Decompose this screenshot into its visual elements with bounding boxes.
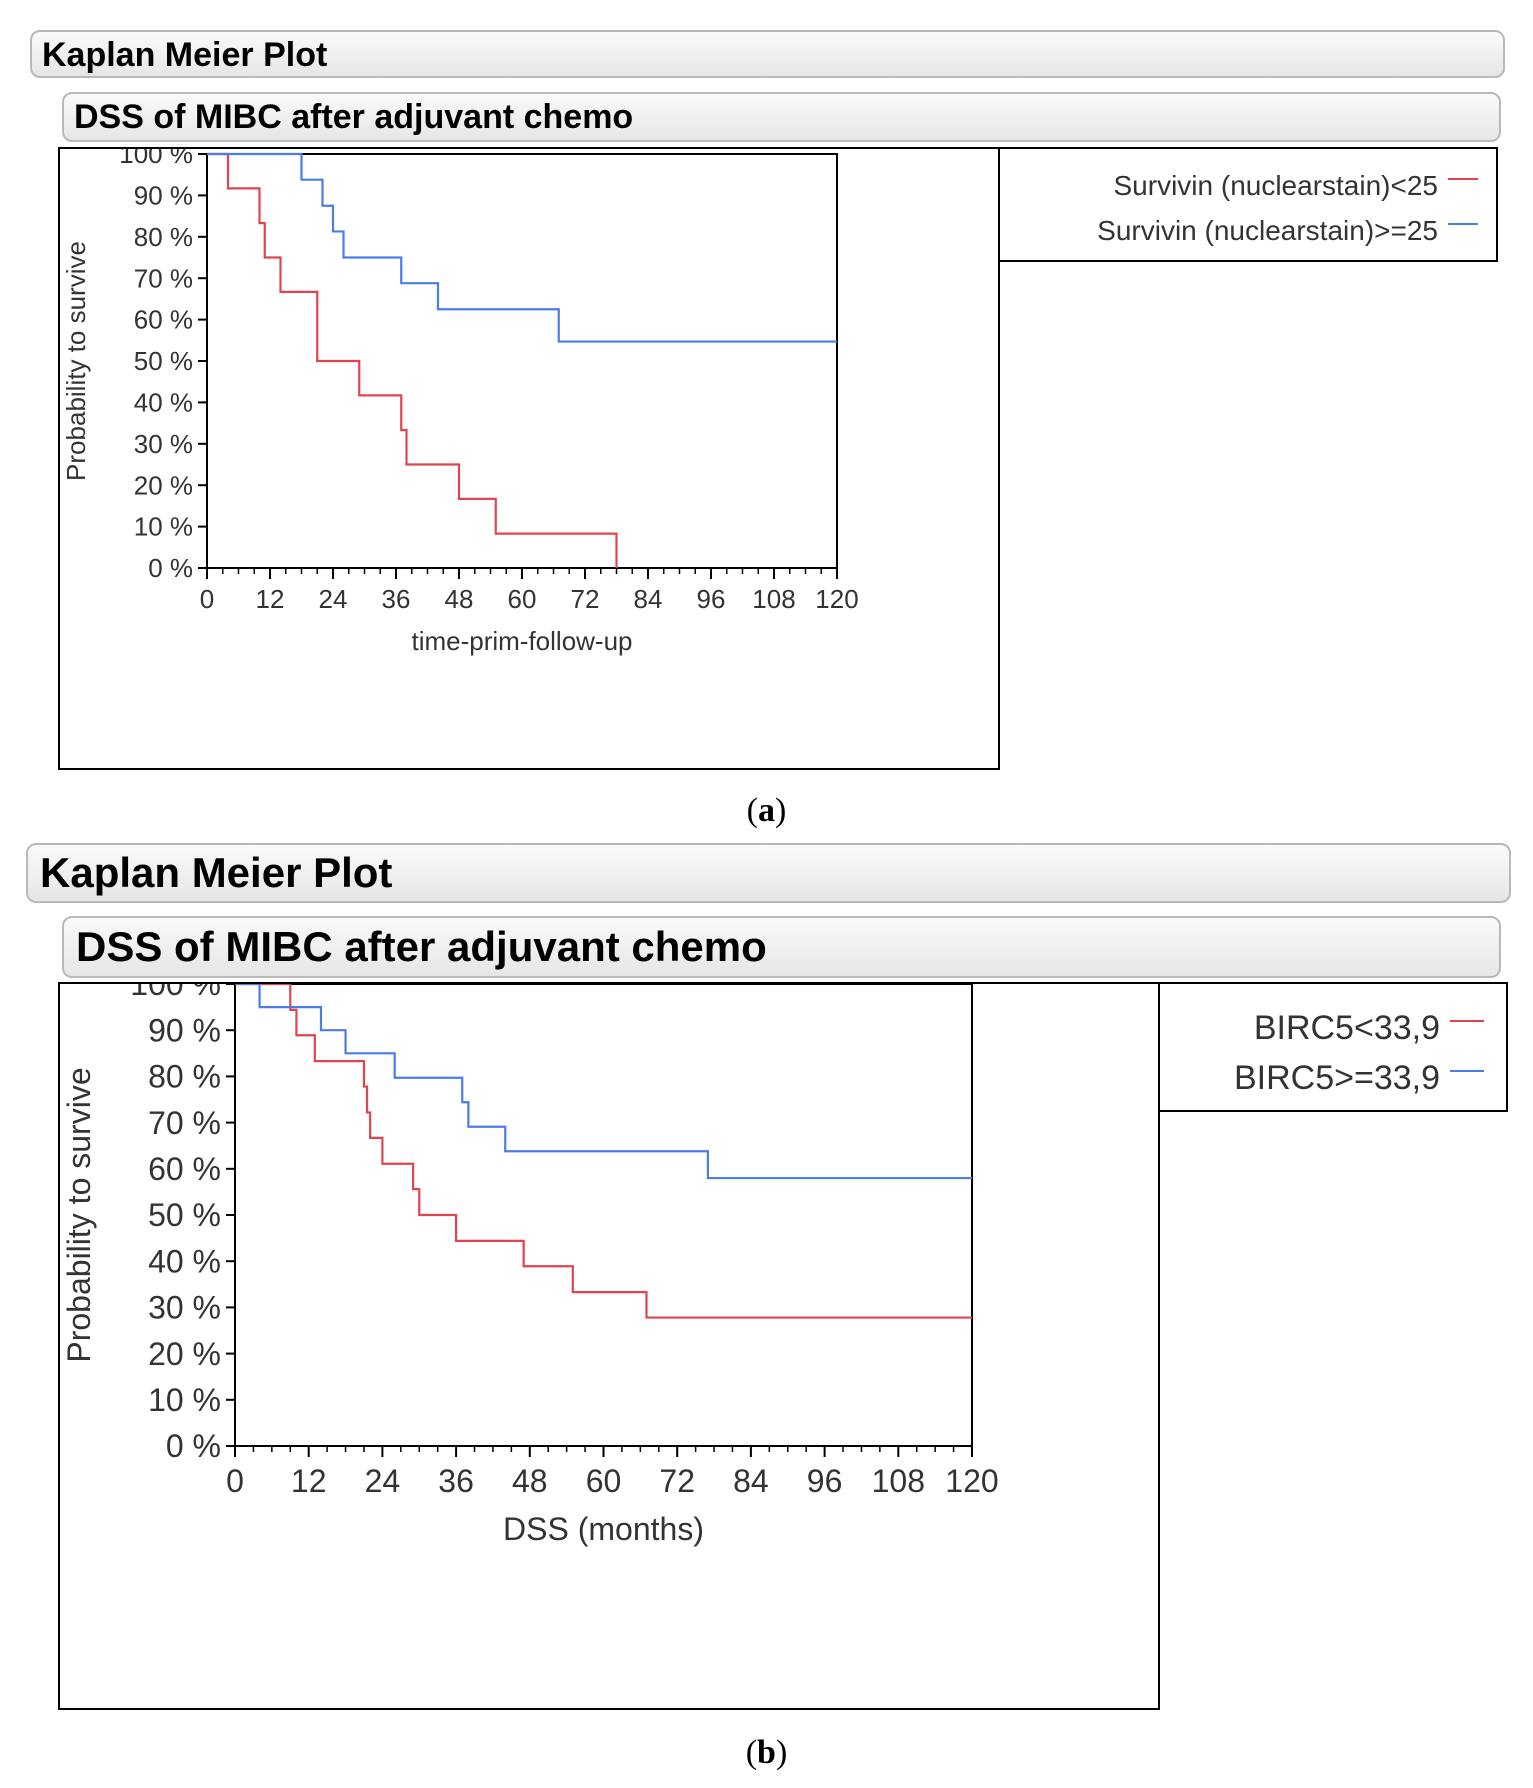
panel-a-inner-title: DSS of MIBC after adjuvant chemo — [74, 98, 634, 136]
x-tick-label: 72 — [571, 584, 600, 614]
legend-label: BIRC5>=33,9 — [1233, 1058, 1440, 1097]
x-tick-label: 0 — [226, 1463, 244, 1499]
panel-b-outer-title: Kaplan Meier Plot — [40, 849, 393, 896]
legend-label: BIRC5<33,9 — [1253, 1008, 1440, 1047]
y-tick-label: 50 % — [134, 346, 193, 376]
y-tick-label: 100 % — [119, 149, 193, 169]
x-tick-label: 72 — [659, 1463, 695, 1499]
series-line — [235, 984, 972, 1319]
y-tick-label: 10 % — [134, 512, 193, 542]
x-axis-label: time-prim-follow-up — [411, 626, 632, 656]
y-tick-label: 70 % — [134, 263, 193, 293]
y-tick-label: 40 % — [134, 388, 193, 418]
x-tick-label: 120 — [815, 584, 858, 614]
plot-area — [206, 153, 838, 569]
series-line — [207, 152, 618, 568]
x-tick-label: 96 — [807, 1463, 843, 1499]
series-line — [207, 152, 837, 343]
legend-line-blue — [1448, 223, 1478, 225]
y-tick-label: 20 % — [148, 1336, 221, 1372]
x-tick-label: 96 — [697, 584, 726, 614]
panel-b-inner-title: DSS of MIBC after adjuvant chemo — [76, 923, 767, 970]
y-tick-label: 90 % — [134, 181, 193, 211]
y-tick-label: 40 % — [148, 1243, 221, 1279]
y-tick-label: 50 % — [148, 1197, 221, 1233]
x-tick-label: 48 — [445, 584, 474, 614]
y-tick-label: 0 % — [148, 553, 193, 583]
x-tick-label: 24 — [319, 584, 348, 614]
y-tick-label: 80 % — [134, 222, 193, 252]
y-tick-label: 20 % — [134, 470, 193, 500]
x-tick-label: 36 — [382, 584, 411, 614]
x-tick-label: 60 — [508, 584, 537, 614]
legend-line-red — [1448, 178, 1478, 180]
panel-b-outer-title-bar: Kaplan Meier Plot — [26, 843, 1511, 903]
panel-a-plot-frame — [58, 147, 1000, 770]
legend-label: Survivin (nuclearstain)<25 — [1113, 170, 1439, 201]
legend-item: Survivin (nuclearstain)>=25 — [1097, 212, 1496, 250]
panel-b-plot-frame — [58, 982, 1160, 1710]
x-tick-label: 24 — [365, 1463, 401, 1499]
legend-item: BIRC5<33,9 — [1254, 1006, 1506, 1050]
legend-line-blue — [1450, 1070, 1484, 1072]
panel-a-chart: 0 % 10 % 20 % 30 % 40 % 50 % 60 % 70 % 80 % 90 % 1… — [61, 149, 859, 656]
series-line — [235, 984, 972, 1180]
y-axis-label: Probability to survive — [61, 241, 91, 481]
panel-a-outer-title-bar: Kaplan Meier Plot — [30, 30, 1505, 78]
panel-a-caption: (a) — [746, 792, 787, 829]
x-tick-label: 120 — [945, 1463, 998, 1499]
x-tick-label: 108 — [752, 584, 795, 614]
y-tick-label: 30 % — [134, 429, 193, 459]
x-tick-label: 36 — [438, 1463, 474, 1499]
panel-a-inner-title-bar: DSS of MIBC after adjuvant chemo — [62, 92, 1501, 142]
y-tick-label: 80 % — [148, 1059, 221, 1095]
legend-label: Survivin (nuclearstain)>=25 — [1097, 215, 1438, 246]
panel-a-legend: Survivin (nuclearstain)<25 Survivin (nuc… — [998, 147, 1498, 262]
panel-a-outer-title: Kaplan Meier Plot — [42, 36, 328, 74]
y-tick-label: 60 % — [148, 1151, 221, 1187]
x-tick-label: 60 — [586, 1463, 622, 1499]
x-tick-label: 12 — [291, 1463, 327, 1499]
x-tick-label: 84 — [733, 1463, 769, 1499]
y-tick-label: 30 % — [148, 1290, 221, 1326]
panel-b-legend: BIRC5<33,9 BIRC5>=33,9 — [1158, 982, 1508, 1112]
legend-line-red — [1450, 1020, 1484, 1022]
y-tick-label: 70 % — [148, 1105, 221, 1141]
y-tick-label: 60 % — [134, 305, 193, 335]
legend-item: BIRC5>=33,9 — [1234, 1056, 1506, 1100]
x-tick-label: 48 — [512, 1463, 548, 1499]
panel-b-caption: (b) — [745, 1734, 788, 1771]
x-tick-label: 84 — [634, 584, 663, 614]
y-tick-label: 100 % — [130, 984, 221, 1002]
panel-b-chart: 0 % 10 % 20 % 30 % 40 % 50 % 60 % 70 % 80 % 90 % 1… — [61, 984, 999, 1547]
y-tick-label: 10 % — [148, 1382, 221, 1418]
x-axis-label: DSS (months) — [503, 1511, 704, 1547]
x-tick-label: 12 — [256, 584, 285, 614]
y-tick-label: 90 % — [148, 1012, 221, 1048]
y-tick-label: 0 % — [166, 1428, 221, 1464]
legend-item: Survivin (nuclearstain)<25 — [1114, 167, 1497, 205]
x-tick-label: 108 — [872, 1463, 925, 1499]
panel-b-inner-title-bar: DSS of MIBC after adjuvant chemo — [62, 916, 1501, 978]
y-axis-label: Probability to survive — [61, 1067, 97, 1362]
x-tick-label: 0 — [200, 584, 214, 614]
